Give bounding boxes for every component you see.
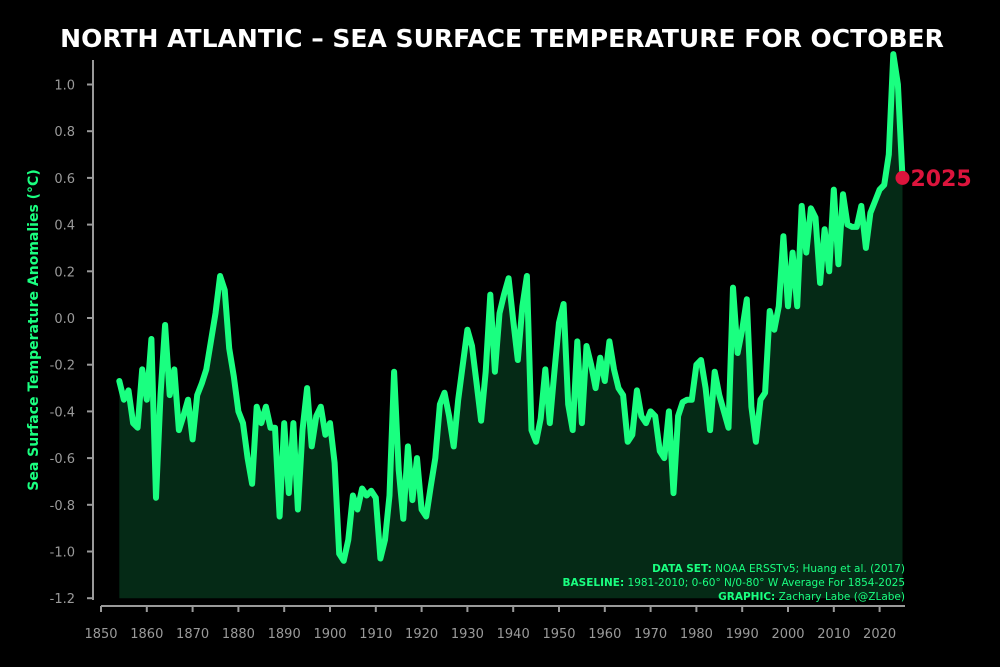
credit-graphic: GRAPHIC: Zachary Labe (@ZLabe) <box>718 591 905 603</box>
x-tick-label: 1960 <box>588 627 621 642</box>
y-tick-label: -0.8 <box>50 499 75 514</box>
x-tick-label: 1850 <box>84 627 117 642</box>
credit-dataset: DATA SET: NOAA ERSSTv5; Huang et al. (20… <box>652 563 905 575</box>
x-tick-label: 1920 <box>405 627 438 642</box>
x-tick-label: 1940 <box>497 627 530 642</box>
y-tick-label: -0.4 <box>50 405 75 420</box>
x-tick-label: 1970 <box>634 627 667 642</box>
x-tick-label: 1870 <box>176 627 209 642</box>
credit-baseline: BASELINE: 1981-2010; 0-60° N/0-80° W Ave… <box>563 577 905 589</box>
y-tick-label: 0.8 <box>54 125 75 140</box>
y-tick-label: -0.6 <box>50 452 75 467</box>
x-tick-label: 2020 <box>863 627 896 642</box>
x-tick-label: 1890 <box>268 627 301 642</box>
y-tick-label: 0.6 <box>54 172 75 187</box>
x-tick-label: 1950 <box>542 627 575 642</box>
x-tick-label: 2000 <box>771 627 804 642</box>
credits: DATA SET: NOAA ERSSTv5; Huang et al. (20… <box>563 563 905 603</box>
y-tick-label: 0.0 <box>54 312 75 327</box>
y-axis-label: Sea Surface Temperature Anomalies (°C) <box>26 169 42 490</box>
x-tick-label: 1860 <box>130 627 163 642</box>
x-tick-label: 1910 <box>359 627 392 642</box>
x-tick-label: 1990 <box>726 627 759 642</box>
y-tick-label: -1.2 <box>50 592 75 607</box>
highlight-label-2025: 2025 <box>911 167 972 192</box>
x-tick-label: 1930 <box>451 627 484 642</box>
series-line <box>116 51 906 564</box>
x-tick-label: 2010 <box>817 627 850 642</box>
y-tick-label: 1.0 <box>54 79 75 94</box>
chart-title: NORTH ATLANTIC – SEA SURFACE TEMPERATURE… <box>60 24 944 53</box>
y-tick-label: 0.4 <box>54 219 75 234</box>
x-tick-label: 1980 <box>680 627 713 642</box>
x-tick-label: 1900 <box>313 627 346 642</box>
y-tick-label: -1.0 <box>50 546 75 561</box>
highlight-point-2025 <box>895 170 910 185</box>
y-tick-label: -0.2 <box>50 359 75 374</box>
x-tick-label: 1880 <box>222 627 255 642</box>
y-tick-label: 0.2 <box>54 265 75 280</box>
